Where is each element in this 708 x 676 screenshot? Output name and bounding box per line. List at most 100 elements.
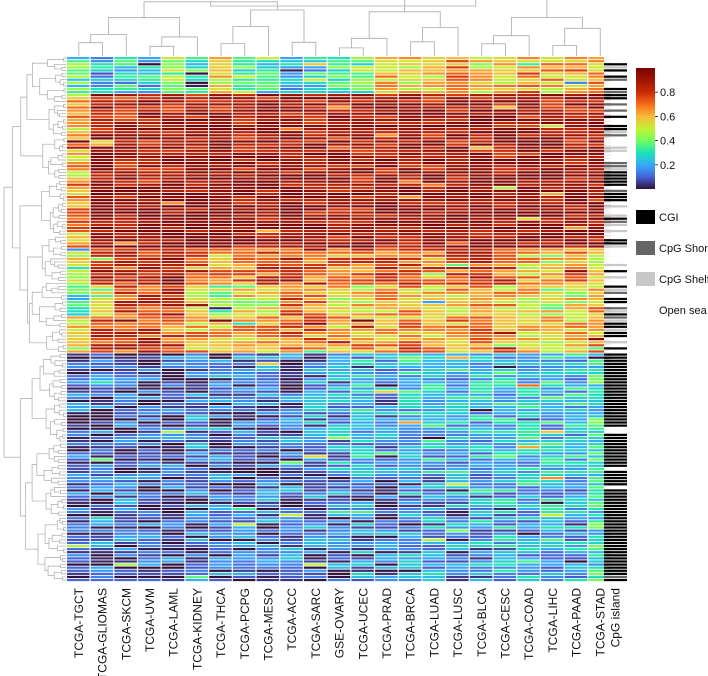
heatmap-cell	[493, 134, 517, 137]
dendrogram-branch	[60, 443, 66, 448]
heatmap-cell	[114, 430, 137, 433]
heatmap-cell	[446, 399, 469, 403]
heatmap-cell	[138, 495, 161, 498]
heatmap-cell	[351, 328, 374, 331]
heatmap-cell	[398, 443, 422, 446]
heatmap-cell	[446, 560, 469, 563]
dendrogram-branch	[61, 131, 66, 136]
heatmap-cell	[327, 350, 351, 353]
heatmap-cell	[398, 174, 422, 177]
dendrogram-branch	[62, 576, 66, 581]
heatmap-cell	[422, 279, 445, 282]
heatmap-cell	[541, 344, 564, 347]
heatmap-cell	[161, 192, 185, 196]
heatmap-cell	[375, 106, 398, 109]
heatmap-cell	[469, 294, 493, 298]
heatmap-cell	[114, 387, 137, 390]
heatmap-cell	[327, 63, 351, 66]
heatmap-cell	[517, 325, 540, 328]
heatmap-cell	[90, 279, 114, 282]
heatmap-cell	[114, 186, 137, 189]
heatmap-cell	[422, 69, 445, 72]
heatmap-cell	[67, 569, 90, 572]
heatmap-cell	[280, 477, 303, 480]
heatmap-cell	[138, 396, 161, 399]
heatmap-cell	[469, 282, 493, 285]
heatmap-cell	[446, 409, 469, 412]
heatmap-cell	[280, 325, 303, 328]
heatmap-cell	[67, 452, 90, 455]
heatmap-cell	[493, 214, 517, 217]
heatmap-cell	[185, 458, 208, 461]
heatmap-cell	[67, 211, 90, 214]
heatmap-cell	[564, 171, 588, 174]
heatmap-cell	[90, 115, 114, 118]
heatmap-cell	[469, 128, 493, 131]
heatmap-cell	[422, 452, 445, 455]
heatmap-cell	[493, 267, 517, 270]
dendrogram-branch	[47, 59, 64, 67]
heatmap-cell	[161, 251, 185, 254]
heatmap-cell	[232, 137, 256, 140]
heatmap-cell	[469, 563, 493, 566]
heatmap-cell	[67, 84, 90, 88]
heatmap-cell	[209, 554, 232, 557]
heatmap-cell	[138, 106, 161, 109]
dendrogram-branch	[63, 505, 66, 510]
heatmap-cell	[588, 131, 611, 134]
heatmap-cell	[256, 489, 280, 492]
heatmap-cell	[446, 84, 469, 88]
heatmap-cell	[469, 390, 493, 393]
heatmap-cell	[209, 162, 232, 165]
annotation-cell	[604, 195, 627, 199]
heatmap-cell	[185, 75, 208, 78]
heatmap-cell	[327, 557, 351, 560]
heatmap-cell	[209, 514, 232, 517]
heatmap-cell	[469, 347, 493, 350]
heatmap-cell	[114, 341, 137, 344]
heatmap-cell	[422, 217, 445, 220]
heatmap-cell	[351, 520, 374, 523]
heatmap-cell	[304, 319, 327, 322]
heatmap-cell	[422, 205, 445, 208]
annotation-cell	[604, 541, 627, 545]
heatmap-cell	[232, 158, 256, 162]
heatmap-cell	[232, 566, 256, 569]
heatmap-cell	[304, 288, 327, 291]
heatmap-cell	[517, 78, 540, 81]
heatmap-cell	[256, 554, 280, 557]
heatmap-cell	[588, 387, 611, 390]
dendrogram-branch	[59, 113, 66, 118]
heatmap-cell	[351, 78, 374, 81]
dendrogram-branch	[54, 96, 66, 102]
heatmap-cell	[517, 236, 540, 239]
heatmap-cell	[564, 174, 588, 177]
heatmap-cell	[232, 66, 256, 69]
heatmap-cell	[280, 529, 303, 532]
heatmap-cell	[90, 470, 114, 474]
heatmap-cell	[422, 548, 445, 551]
dendrogram-branch	[52, 207, 60, 218]
heatmap-cell	[185, 273, 208, 276]
heatmap-cell	[114, 260, 137, 264]
heatmap-cell	[517, 415, 540, 418]
heatmap-cell	[185, 149, 208, 152]
heatmap-cell	[588, 307, 611, 310]
annotation-cell	[604, 245, 627, 248]
heatmap-cell	[114, 183, 137, 186]
dendrogram-branch	[61, 246, 66, 250]
annotation-cell	[604, 492, 627, 495]
heatmap-cell	[446, 569, 469, 572]
heatmap-cell	[304, 229, 327, 233]
heatmap-cell	[209, 409, 232, 412]
heatmap-cell	[422, 498, 445, 501]
heatmap-cell	[232, 304, 256, 307]
heatmap-cell	[375, 177, 398, 180]
heatmap-cell	[232, 415, 256, 418]
heatmap-cell	[446, 131, 469, 134]
heatmap-cell	[493, 322, 517, 325]
heatmap-cell	[138, 137, 161, 140]
heatmap-cell	[469, 544, 493, 548]
heatmap-cell	[588, 384, 611, 387]
heatmap-cell	[304, 353, 327, 356]
